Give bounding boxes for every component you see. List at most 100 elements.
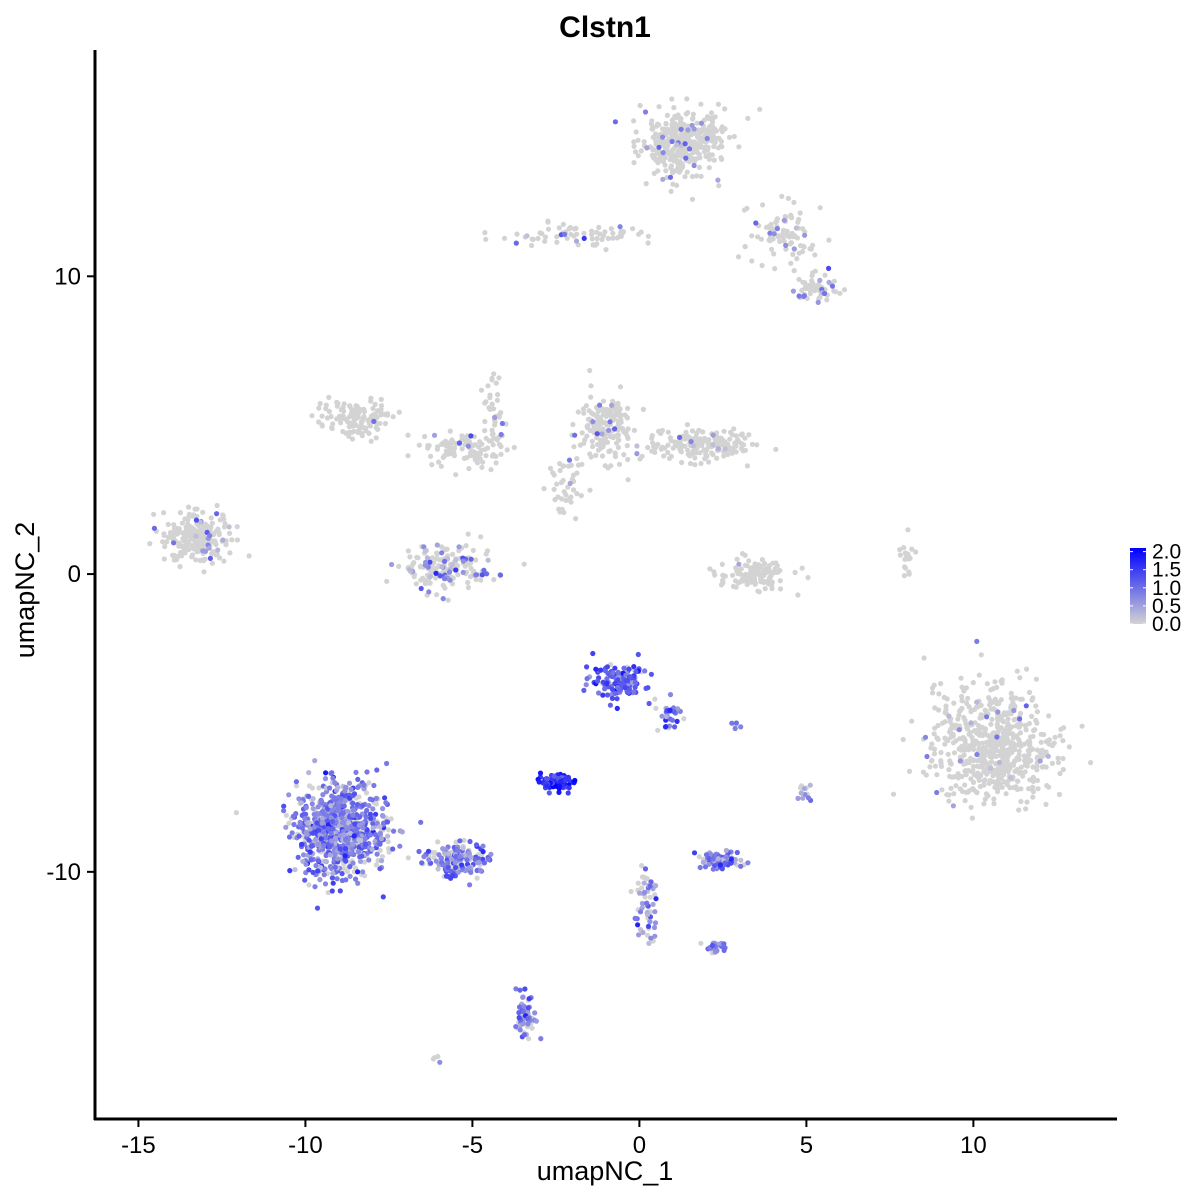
cell-point (706, 165, 712, 171)
cell-point (684, 96, 690, 102)
cell-point (743, 571, 749, 577)
cell-point (669, 152, 675, 158)
cell-point (981, 801, 987, 807)
cell-point (537, 230, 543, 236)
cell-point (557, 467, 563, 474)
cell-point (314, 820, 320, 826)
cell-point (621, 665, 627, 671)
cell-point (355, 414, 361, 420)
cell-point (665, 149, 672, 155)
cell-point (432, 850, 438, 856)
cell-point (1041, 731, 1047, 738)
cell-point (353, 876, 359, 882)
cell-point (938, 681, 944, 687)
cell-point (328, 803, 334, 809)
cell-point (312, 884, 318, 890)
cell-point (351, 428, 357, 434)
cell-point (635, 922, 641, 928)
x-tick-label: -10 (288, 1132, 323, 1159)
cell-point (737, 567, 743, 573)
cell-point (721, 428, 727, 434)
cell-point (631, 689, 637, 695)
cell-point (217, 517, 223, 523)
cell-point (377, 841, 383, 847)
cell-point (489, 431, 495, 437)
cell-point (364, 769, 370, 775)
cell-point (1027, 739, 1033, 745)
cell-point (644, 912, 651, 918)
cell-point (319, 820, 325, 826)
cell-point (438, 855, 444, 861)
cell-point (319, 815, 325, 821)
cell-point (1010, 762, 1017, 768)
cell-point (817, 277, 823, 283)
cell-point (944, 792, 950, 798)
cell-point (639, 885, 645, 891)
cell-point (424, 555, 430, 561)
cell-point (762, 560, 768, 567)
cell-point (475, 860, 481, 866)
cell-point (347, 403, 353, 409)
cell-point (483, 453, 489, 459)
cell-point (683, 111, 689, 117)
cell-point (396, 563, 402, 570)
cell-point (716, 183, 722, 189)
cell-point (485, 557, 491, 563)
cell-point (517, 1027, 523, 1033)
cell-point (945, 737, 951, 744)
cell-point (439, 859, 445, 866)
cell-point (1029, 713, 1035, 720)
cell-point (587, 367, 593, 374)
cell-point (303, 861, 309, 867)
cell-point (349, 436, 356, 442)
cell-point (325, 826, 331, 832)
cell-point (961, 714, 967, 721)
cell-point (706, 152, 712, 158)
cell-point (574, 491, 580, 497)
cell-point (664, 112, 671, 118)
cell-point (319, 413, 325, 419)
cell-point (924, 753, 930, 760)
cell-point (407, 554, 413, 560)
cell-point (968, 804, 974, 811)
cell-point (566, 777, 572, 783)
cell-point (903, 552, 910, 558)
cell-point (397, 843, 403, 849)
cell-point (600, 398, 607, 404)
cell-point (416, 848, 422, 855)
cell-point (489, 427, 495, 433)
cell-point (950, 733, 956, 739)
cell-point (332, 835, 339, 841)
cell-point (370, 821, 376, 827)
cell-point (670, 147, 676, 153)
cell-point (1088, 760, 1094, 766)
cell-point (427, 559, 433, 565)
cell-point (434, 592, 440, 598)
cell-point (309, 413, 315, 419)
cell-point (650, 901, 656, 908)
cell-point (589, 236, 595, 242)
cell-point (947, 729, 953, 735)
cell-point (698, 120, 705, 126)
cell-point (690, 111, 697, 117)
cell-point (955, 771, 961, 777)
cell-point (589, 410, 595, 416)
cell-point (991, 801, 997, 807)
cell-point (1022, 769, 1028, 775)
cell-point (1045, 753, 1051, 759)
cell-point (758, 576, 764, 582)
cell-point (720, 577, 726, 583)
cell-point (607, 702, 614, 708)
cell-point (541, 486, 547, 492)
cell-point (687, 460, 694, 467)
cell-point (655, 727, 661, 733)
cell-point (360, 869, 366, 875)
cell-point (956, 727, 962, 733)
cell-point (367, 811, 373, 817)
cell-point (574, 231, 580, 237)
cell-point (574, 470, 580, 476)
cell-point (171, 540, 177, 546)
cell-point (647, 919, 653, 925)
cell-point (433, 570, 439, 576)
cell-point (594, 431, 600, 437)
